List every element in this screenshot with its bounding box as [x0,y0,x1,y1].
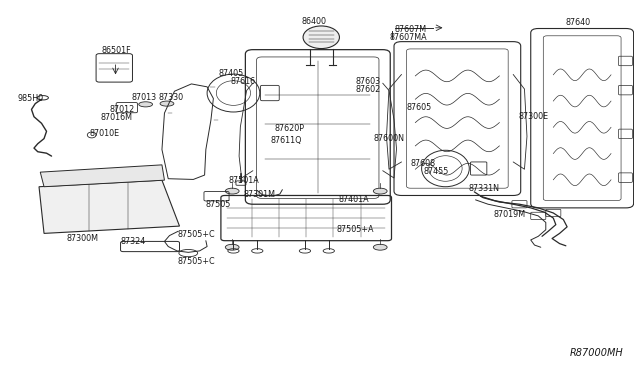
Text: 87016M: 87016M [100,113,132,122]
Text: 87019M: 87019M [493,210,525,219]
Text: 87605: 87605 [406,103,432,112]
Text: 86501F: 86501F [101,46,131,55]
Ellipse shape [225,244,239,250]
Text: R87000MH: R87000MH [570,348,623,358]
Text: 87012: 87012 [110,105,135,114]
Text: 87330: 87330 [158,93,183,102]
Text: 87620P: 87620P [275,124,305,133]
Text: 87010E: 87010E [90,129,120,138]
Text: 87505+C: 87505+C [177,230,214,238]
Text: 87600N: 87600N [374,134,404,143]
Text: 87607MA: 87607MA [390,33,428,42]
Text: 985H0: 985H0 [17,94,44,103]
Text: 87607M: 87607M [395,25,427,34]
Text: 87505+C: 87505+C [177,257,214,266]
Ellipse shape [373,188,387,194]
Text: 87616: 87616 [231,77,256,86]
Text: 87611Q: 87611Q [270,136,302,145]
Text: 87301M: 87301M [244,190,276,199]
Ellipse shape [303,26,339,49]
Text: 87501A: 87501A [228,176,259,185]
Polygon shape [40,165,164,187]
Text: 87602: 87602 [356,85,381,94]
Text: 87300E: 87300E [518,112,548,121]
Text: 87505+A: 87505+A [337,225,374,234]
Text: 87505: 87505 [205,200,231,209]
Text: 87300M: 87300M [67,234,99,243]
Text: 87013: 87013 [132,93,157,102]
Ellipse shape [160,101,174,106]
Ellipse shape [373,244,387,250]
Ellipse shape [139,102,152,107]
Text: 87603: 87603 [356,77,381,86]
Text: 87331N: 87331N [469,184,500,193]
Polygon shape [39,180,179,233]
Text: 87640: 87640 [566,18,591,27]
Text: 87608: 87608 [410,159,435,168]
Text: 87401A: 87401A [339,195,369,204]
Text: 86400: 86400 [301,17,326,26]
Text: 87324: 87324 [120,237,146,246]
Text: 87455: 87455 [424,167,449,176]
Ellipse shape [225,188,239,194]
Text: 87405: 87405 [218,69,244,78]
